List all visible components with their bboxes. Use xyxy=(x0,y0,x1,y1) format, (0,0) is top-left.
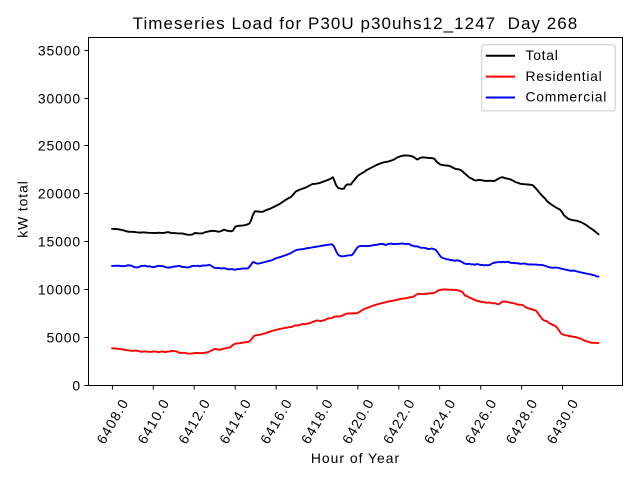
svg-text:20000: 20000 xyxy=(38,186,81,202)
svg-text:Residential: Residential xyxy=(526,68,603,84)
svg-text:Hour of Year: Hour of Year xyxy=(311,450,400,466)
svg-text:30000: 30000 xyxy=(38,91,81,107)
svg-text:0: 0 xyxy=(72,378,81,394)
svg-text:35000: 35000 xyxy=(38,43,81,59)
svg-text:Timeseries Load for P30U p30uh: Timeseries Load for P30U p30uhs12_1247 D… xyxy=(133,14,579,33)
svg-text:kW total: kW total xyxy=(15,180,31,237)
svg-text:5000: 5000 xyxy=(46,330,81,346)
svg-text:10000: 10000 xyxy=(38,282,81,298)
svg-text:Total: Total xyxy=(526,47,559,63)
svg-text:Commercial: Commercial xyxy=(526,89,608,105)
svg-text:25000: 25000 xyxy=(38,138,81,154)
svg-text:15000: 15000 xyxy=(38,234,81,250)
